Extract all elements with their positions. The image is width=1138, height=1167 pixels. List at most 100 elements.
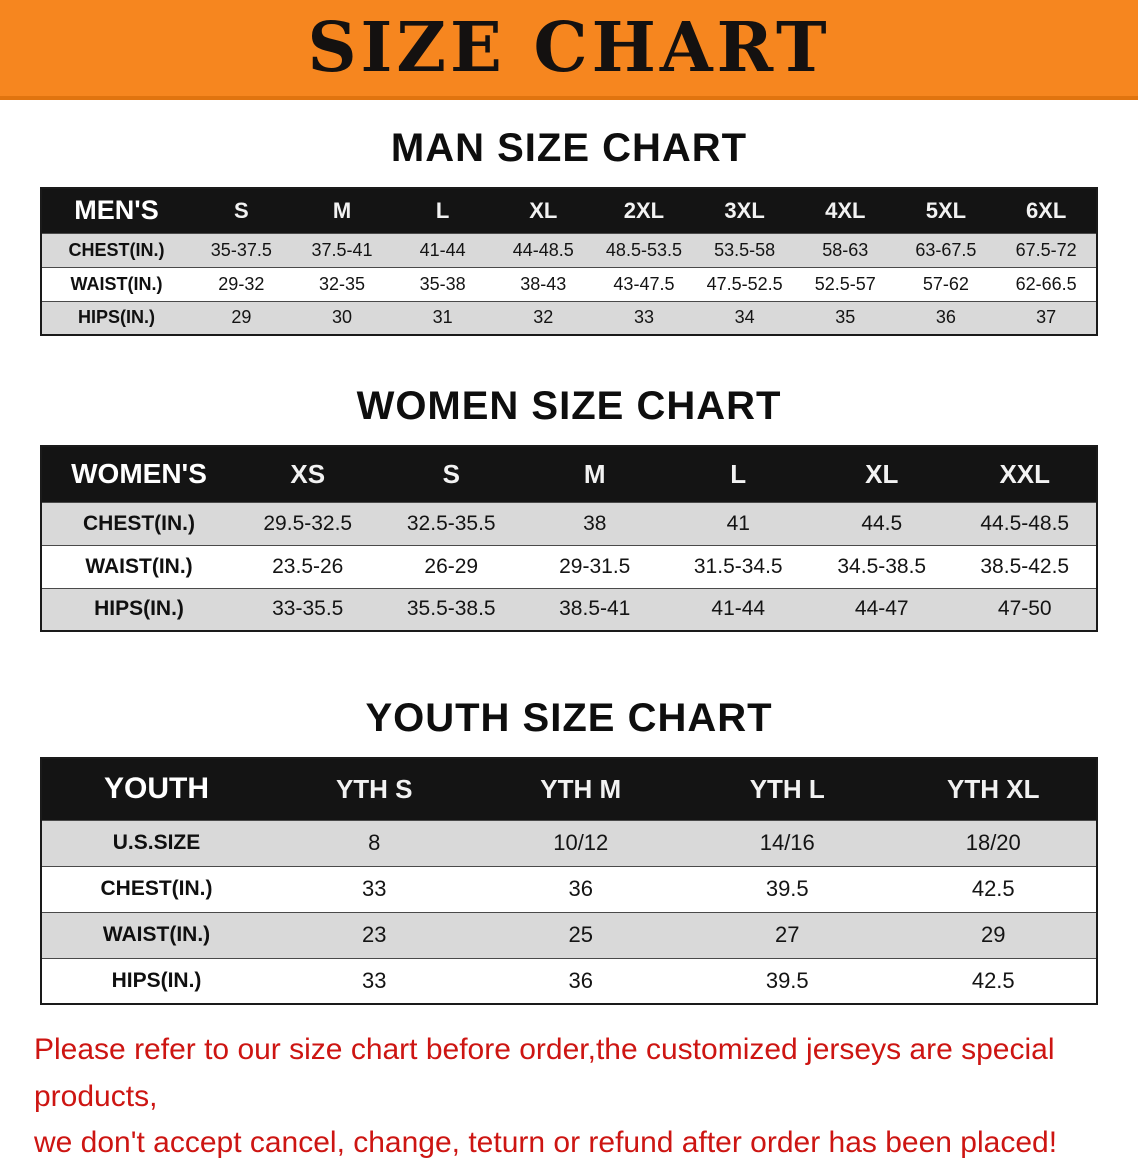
size-column-header: YTH XL: [947, 773, 1040, 804]
measurement-row: HIPS(IN.) 29 30 31 32 33 34 35 36 37: [41, 301, 1097, 335]
size-value-cell: 36: [568, 876, 593, 901]
measurement-row: HIPS(IN.) 33 36 39.5 42.5: [41, 958, 1097, 1004]
size-value-cell: 34: [734, 307, 755, 328]
measurement-row: HIPS(IN.) 33-35.5 35.5-38.5 38.5-41 41-44 44-…: [41, 588, 1097, 631]
size-value-cell: 25: [568, 922, 593, 947]
women-size-table: WOMEN'S XS S M L XL XXL CHEST(IN.) 29.5-32.5 32.5…: [40, 445, 1098, 632]
size-value-cell: 39.5: [765, 876, 809, 901]
size-value-cell: 44-47: [854, 597, 909, 621]
size-value-cell: 44.5: [861, 511, 903, 535]
banner: SIZE CHART: [0, 0, 1138, 100]
youth-size-table: YOUTH YTH S YTH M YTH L YTH XL U.S.SIZE 8 10/12…: [40, 757, 1098, 1005]
measurement-row: WAIST(IN.) 23 25 27 29: [41, 912, 1097, 958]
size-column-header: M: [583, 458, 606, 489]
size-value-cell: 38.5-42.5: [980, 554, 1070, 578]
size-value-cell: 26-29: [424, 554, 479, 578]
size-value-cell: 42.5: [971, 967, 1015, 993]
size-value-cell: 44-48.5: [512, 239, 574, 260]
section-men: MAN SIZE CHART MEN'S S M L XL 2XL 3XL 4XL 5XL 6XL…: [0, 126, 1138, 336]
women-section-heading: WOMEN SIZE CHART: [356, 384, 782, 428]
section-women: WOMEN SIZE CHART WOMEN'S XS S M L XL XXL CHEST(…: [0, 384, 1138, 632]
table-header-row: MEN'S S M L XL 2XL 3XL 4XL 5XL 6XL: [41, 188, 1097, 233]
size-value-cell: 47-50: [997, 597, 1052, 621]
size-column-header: YTH M: [540, 773, 622, 804]
size-value-cell: 33: [633, 307, 654, 328]
table-header-row: WOMEN'S XS S M L XL XXL: [41, 446, 1097, 502]
size-value-cell: 41-44: [419, 239, 466, 260]
row-label: HIPS(IN.): [77, 307, 155, 328]
size-column-header: YTH S: [335, 773, 413, 804]
size-value-cell: 32.5-35.5: [406, 511, 496, 535]
size-value-cell: 33: [362, 876, 387, 901]
size-column-header: XL: [529, 197, 558, 223]
size-column-header: 4XL: [825, 197, 866, 223]
size-value-cell: 57-62: [922, 273, 969, 294]
size-column-header: L: [730, 458, 747, 489]
disclaimer: Please refer to our size chart before or…: [34, 1027, 1138, 1167]
size-value-cell: 33: [362, 967, 387, 993]
size-value-cell: 18/20: [965, 830, 1021, 855]
size-value-cell: 39.5: [765, 967, 809, 993]
size-column-header: 3XL: [724, 197, 765, 223]
size-value-cell: 52.5-57: [814, 273, 876, 294]
size-column-header: L: [435, 197, 450, 223]
section-youth: YOUTH SIZE CHART YOUTH YTH S YTH M YTH L YTH…: [0, 696, 1138, 1005]
row-label: CHEST(IN.): [83, 511, 195, 535]
row-label: WAIST(IN.): [102, 923, 211, 946]
row-label: HIPS(IN.): [111, 968, 202, 992]
measurement-row: CHEST(IN.) 29.5-32.5 32.5-35.5 38 41 44.5 44.5…: [41, 502, 1097, 545]
size-column-header: XS: [290, 458, 326, 489]
size-value-cell: 53.5-58: [714, 239, 776, 260]
row-label: WAIST(IN.): [85, 554, 193, 578]
size-value-cell: 29.5-32.5: [263, 511, 353, 535]
size-value-cell: 35-38: [419, 273, 466, 294]
disclaimer-line-2: we don't accept cancel, change, teturn o…: [34, 1126, 1058, 1159]
size-value-cell: 38-43: [520, 273, 567, 294]
size-column-header: 5XL: [925, 197, 967, 223]
table-corner-label: MEN'S: [74, 195, 159, 226]
youth-section-heading: YOUTH SIZE CHART: [365, 696, 773, 740]
size-value-cell: 63-67.5: [915, 239, 977, 260]
size-value-cell: 29: [981, 922, 1006, 947]
size-column-header: S: [442, 458, 460, 489]
size-column-header: 2XL: [623, 197, 665, 223]
size-value-cell: 36: [935, 307, 956, 328]
size-value-cell: 37.5-41: [311, 239, 373, 260]
size-column-header: YTH L: [749, 773, 825, 804]
size-value-cell: 23.5-26: [272, 554, 344, 578]
table-corner-label: WOMEN'S: [71, 458, 207, 490]
row-label: CHEST(IN.): [68, 239, 165, 260]
size-value-cell: 14/16: [759, 830, 815, 855]
size-value-cell: 38.5-41: [559, 597, 631, 621]
size-value-cell: 36: [568, 967, 593, 993]
size-value-cell: 44.5-48.5: [980, 511, 1070, 535]
size-value-cell: 48.5-53.5: [605, 239, 682, 260]
size-value-cell: 27: [775, 922, 800, 947]
size-column-header: M: [332, 197, 352, 223]
size-value-cell: 35: [835, 307, 856, 328]
men-size-table: MEN'S S M L XL 2XL 3XL 4XL 5XL 6XL CHEST(IN.) 35-37…: [40, 187, 1098, 336]
page-title: SIZE CHART: [307, 8, 831, 88]
size-value-cell: 10/12: [553, 830, 609, 855]
size-value-cell: 33-35.5: [272, 597, 344, 621]
measurement-row: CHEST(IN.) 33 36 39.5 42.5: [41, 866, 1097, 912]
row-label: WAIST(IN.): [70, 273, 163, 294]
size-value-cell: 23: [362, 922, 387, 947]
size-value-cell: 8: [368, 830, 381, 855]
size-value-cell: 35-37.5: [210, 239, 272, 260]
size-value-cell: 29-32: [218, 273, 265, 294]
size-column-header: 6XL: [1025, 197, 1067, 223]
size-value-cell: 38: [583, 511, 607, 535]
row-label: U.S.SIZE: [112, 831, 201, 854]
size-column-header: XXL: [999, 458, 1051, 489]
size-column-header: XL: [865, 458, 899, 489]
size-value-cell: 32: [533, 307, 554, 328]
size-value-cell: 58-63: [822, 239, 869, 260]
measurement-row: WAIST(IN.) 29-32 32-35 35-38 38-43 43-47.5 47.…: [41, 267, 1097, 301]
size-column-header: S: [233, 197, 249, 223]
size-value-cell: 43-47.5: [613, 273, 675, 294]
size-value-cell: 35.5-38.5: [406, 597, 496, 621]
measurement-row: CHEST(IN.) 35-37.5 37.5-41 41-44 44-48.5 48.5…: [41, 233, 1097, 267]
size-value-cell: 34.5-38.5: [837, 554, 927, 578]
